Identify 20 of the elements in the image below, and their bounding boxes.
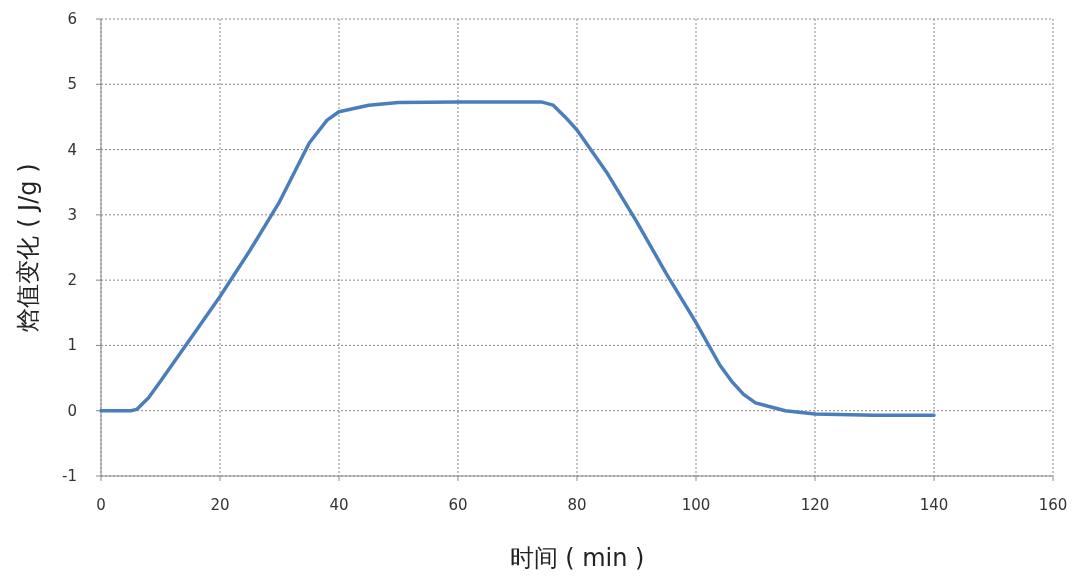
y-tick-label: 5 [67,75,77,94]
x-tick-label: 100 [681,496,711,514]
y-tick-label: 2 [67,271,77,290]
y-tick-label: -1 [62,467,77,485]
x-tick-label: 0 [96,496,106,514]
y-tick-label: 3 [67,205,77,224]
line-series [99,100,936,418]
x-tick-label: 20 [210,496,230,514]
y-tick-label: 4 [67,140,77,159]
y-tick-label: 6 [67,10,77,28]
x-tick-label: 80 [567,496,587,514]
x-tick-label: 40 [329,496,349,514]
x-tick-label: 60 [448,496,468,514]
x-tick-label: 120 [800,496,830,514]
x-tick-label: 140 [919,496,949,514]
y-tick-label: 0 [67,401,77,420]
x-tick-label: 160 [1038,496,1068,514]
y-axis-title: 焓值变化 ( J/g ) [14,163,42,332]
y-tick-label: 1 [67,336,77,355]
x-axis-title: 时间 ( min ) [509,544,645,572]
